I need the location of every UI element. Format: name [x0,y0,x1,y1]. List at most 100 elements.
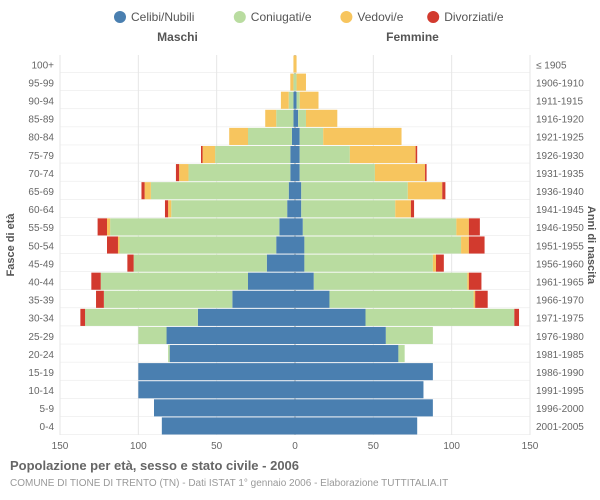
bar-female [350,146,416,163]
bar-male [110,218,279,235]
bar-female [375,164,425,181]
bar-female [514,309,519,326]
x-tick: 0 [292,441,298,452]
age-label: 40-44 [28,277,54,288]
bar-female [386,327,433,344]
bar-female [395,200,411,217]
bar-female [461,236,469,253]
legend-swatch [234,11,246,23]
bar-male [188,164,290,181]
bar-male [287,200,295,217]
bar-female [433,255,436,272]
bar-female [295,381,423,398]
bar-male [104,291,232,308]
y-axis-right-title: Anni di nascita [585,206,597,285]
bar-female [425,164,427,181]
age-label: 5-9 [40,404,55,415]
age-label: 100+ [31,60,54,71]
bar-male [179,164,188,181]
age-label: 95-99 [28,78,54,89]
bar-male [170,345,295,362]
bar-male [138,363,295,380]
birthyear-label: 1906-1910 [536,78,584,89]
bar-female [474,291,476,308]
bar-female [295,327,386,344]
age-label: 25-29 [28,332,54,343]
bar-female [295,74,297,91]
age-label: 30-34 [28,314,54,325]
bar-female [314,273,468,290]
bar-male [293,92,295,109]
bar-male [290,146,295,163]
bar-male [229,128,248,145]
bar-female [469,236,485,253]
bar-male [201,146,203,163]
bar-female [295,164,300,181]
bar-female [436,255,444,272]
birthyear-label: 1966-1970 [536,296,584,307]
bar-male [96,291,104,308]
bar-female [304,255,432,272]
bar-male [293,56,295,73]
x-tick: 100 [130,441,147,452]
bar-male [138,381,295,398]
birthyear-label: 1956-1960 [536,259,584,270]
bar-male [120,236,277,253]
bar-male [91,273,100,290]
birthyear-label: 1986-1990 [536,368,584,379]
bar-male [248,128,292,145]
birthyear-label: 1931-1935 [536,169,584,180]
bar-female [295,309,366,326]
bar-female [300,146,350,163]
bar-female [306,110,337,127]
birthyear-label: 1976-1980 [536,332,584,343]
bar-male [141,182,144,199]
legend-label: Vedovi/e [357,10,403,24]
birthyear-label: 1946-1950 [536,223,584,234]
bar-male [267,255,295,272]
age-label: 50-54 [28,241,54,252]
bar-female [366,309,515,326]
bar-female [469,273,482,290]
bar-male [176,164,179,181]
legend-label: Divorziati/e [444,10,504,24]
birthyear-label: 1991-1995 [536,386,584,397]
birthyear-label: 1926-1930 [536,151,584,162]
bar-female [398,345,404,362]
legend-swatch [427,11,439,23]
bar-female [408,182,442,199]
male-header: Maschi [157,30,198,44]
bar-female [295,273,314,290]
bar-female [416,146,418,163]
bar-female [301,182,408,199]
age-label: 0-4 [40,422,55,433]
bar-male [171,200,287,217]
bar-male [107,236,118,253]
birthyear-label: 1971-1975 [536,314,584,325]
bar-female [475,291,488,308]
bar-female [295,182,301,199]
bar-female [295,363,433,380]
female-header: Femmine [386,30,439,44]
birthyear-label: 1996-2000 [536,404,584,415]
bar-male [289,92,294,109]
x-tick: 50 [368,441,380,452]
bar-male [168,345,170,362]
legend-swatch [340,11,352,23]
bar-male [293,110,295,127]
bar-female [295,345,398,362]
bar-female [456,218,469,235]
bar-male [248,273,295,290]
bar-male [279,218,295,235]
age-label: 35-39 [28,296,54,307]
bar-female [295,236,304,253]
age-label: 20-24 [28,350,54,361]
bar-female [304,236,461,253]
bar-male [98,218,107,235]
bar-male [203,146,216,163]
bar-female [295,218,303,235]
bar-male [290,74,293,91]
birthyear-label: ≤ 1905 [536,60,567,71]
bar-female [329,291,473,308]
legend-label: Coniugati/e [251,10,312,24]
